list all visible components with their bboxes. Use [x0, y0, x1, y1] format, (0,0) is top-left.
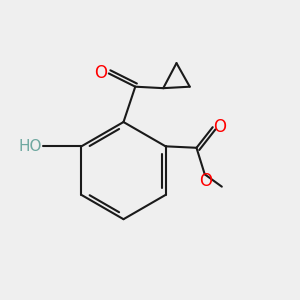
Text: O: O	[213, 118, 226, 136]
Text: O: O	[94, 64, 107, 82]
Text: HO: HO	[18, 139, 42, 154]
Text: O: O	[199, 172, 212, 190]
